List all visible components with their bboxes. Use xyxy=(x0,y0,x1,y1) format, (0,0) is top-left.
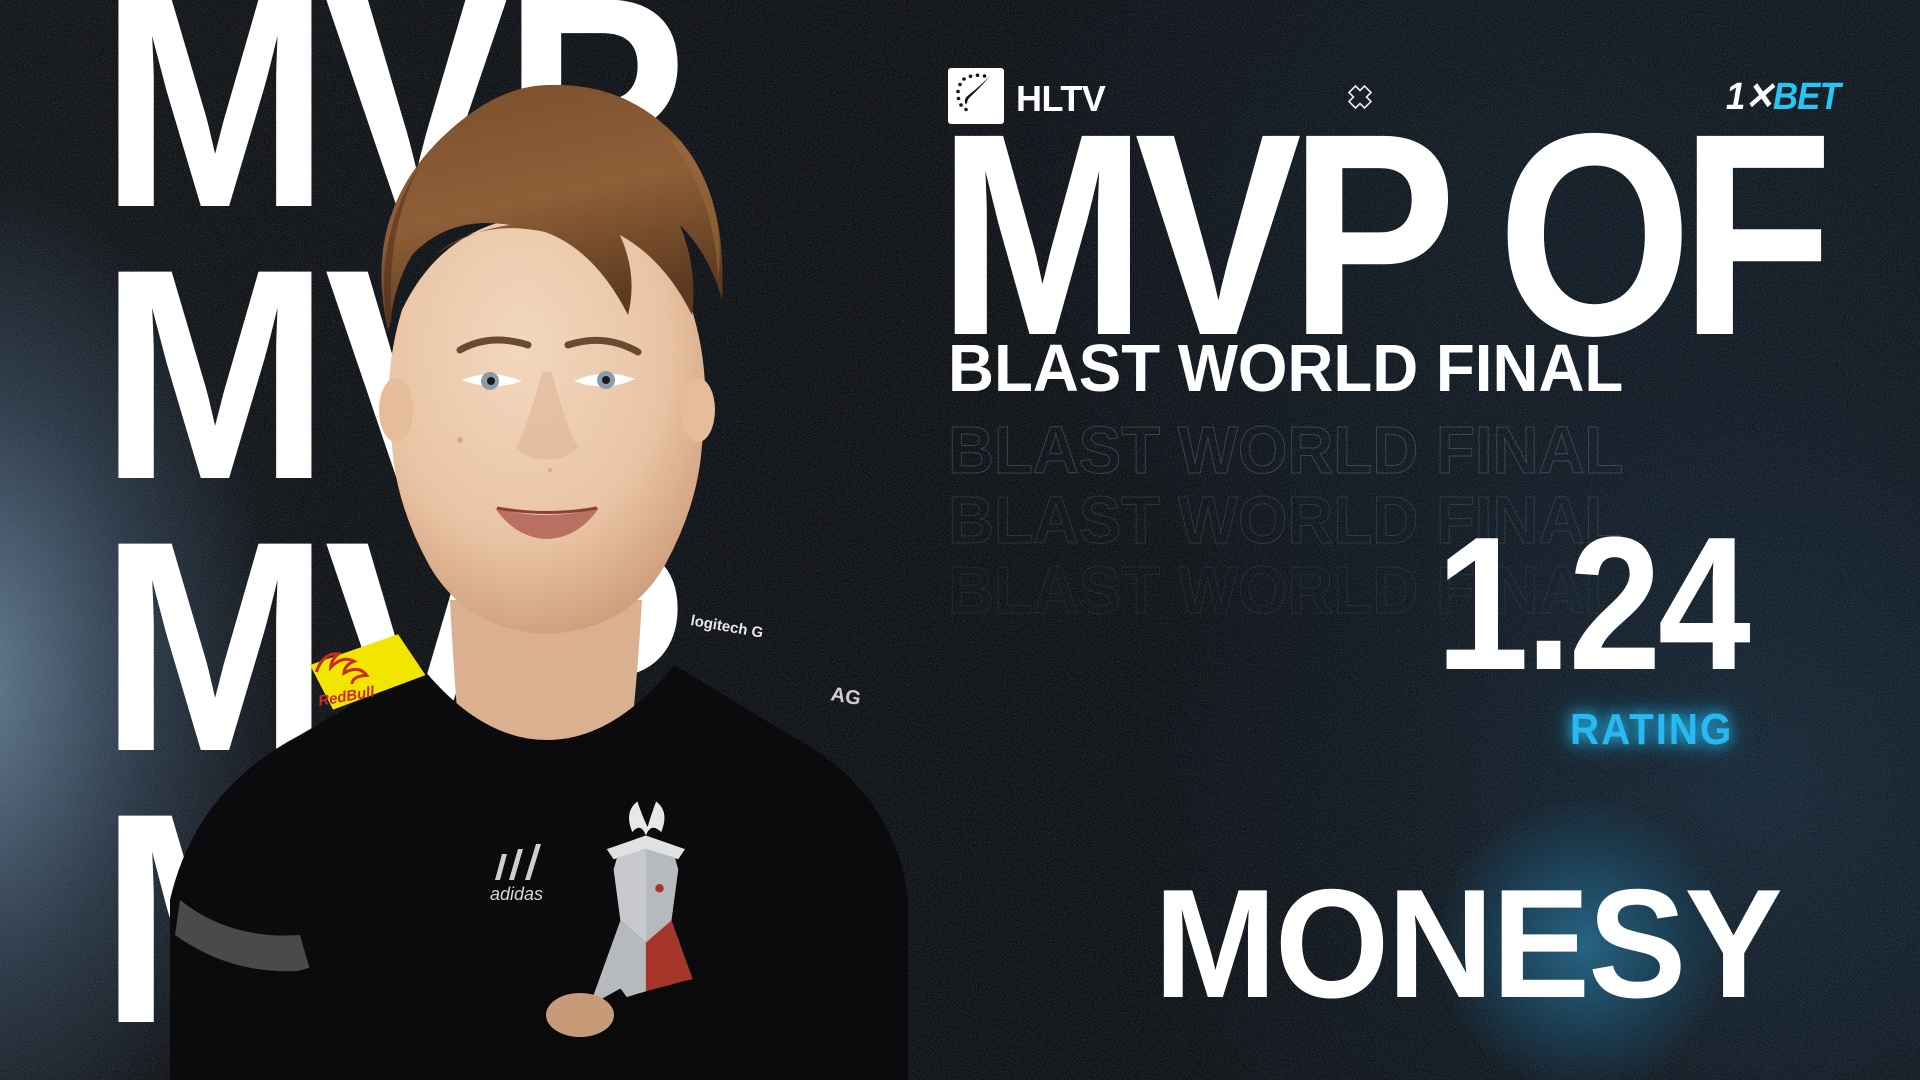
svg-text:AG: AG xyxy=(829,683,862,710)
svg-text:adidas: adidas xyxy=(490,884,543,904)
svg-text:logitech G: logitech G xyxy=(689,612,764,641)
